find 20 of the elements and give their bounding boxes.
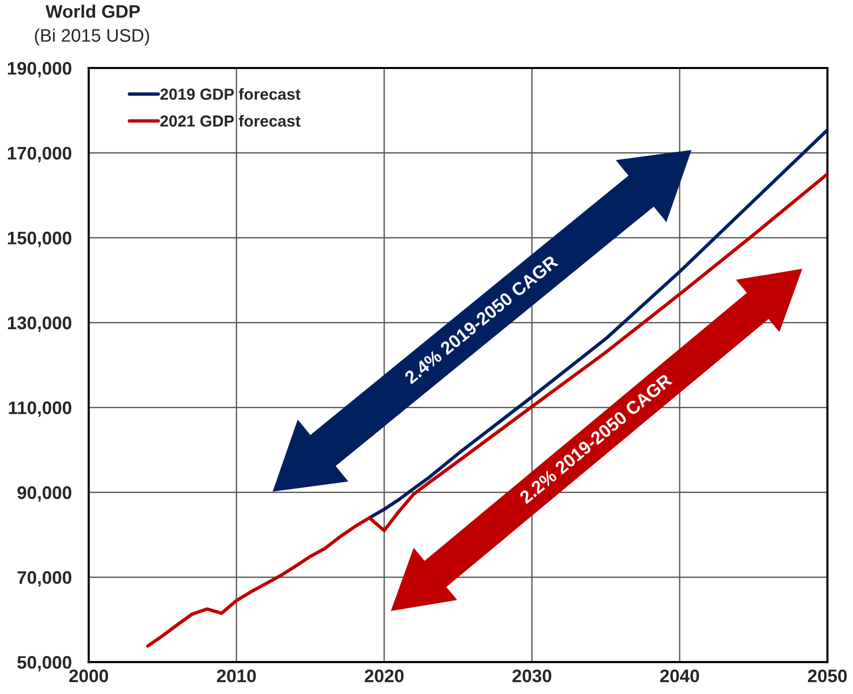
y-tick-label: 50,000 bbox=[17, 656, 72, 672]
x-tick-label: 2040 bbox=[660, 669, 700, 682]
line-series bbox=[146, 172, 828, 648]
x-tick-label: 2010 bbox=[216, 669, 256, 682]
line-series bbox=[368, 128, 828, 520]
y-tick-label: 150,000 bbox=[8, 232, 72, 248]
chart-title: World GDP bbox=[46, 4, 140, 18]
legend-label: 2021 GDP forecast bbox=[160, 114, 300, 127]
x-tick-label: 2020 bbox=[364, 669, 404, 682]
x-tick-label: 2000 bbox=[69, 669, 108, 682]
x-tick-label: 2050 bbox=[808, 669, 847, 682]
y-tick-label: 70,000 bbox=[18, 571, 72, 587]
y-tick-label: 90,000 bbox=[17, 486, 72, 502]
y-tick-label: 130,000 bbox=[8, 316, 72, 332]
y-tick-label: 170,000 bbox=[8, 146, 72, 162]
y-tick-label: 190,000 bbox=[8, 62, 72, 78]
x-tick-label: 2030 bbox=[512, 669, 552, 682]
y-tick-label: 110,000 bbox=[8, 401, 72, 417]
legend-label: 2019 GDP forecast bbox=[160, 88, 300, 100]
chart-subtitle: (Bi 2015 USD) bbox=[34, 28, 150, 46]
